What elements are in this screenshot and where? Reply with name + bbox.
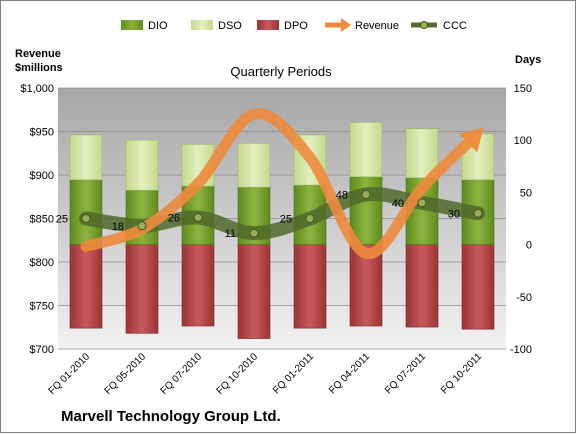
ccc-data-labels: 25 18 26 11 25 48 40 30 (56, 189, 460, 240)
right-tick-label: 0 (526, 240, 532, 252)
bar-dpo (125, 244, 159, 334)
legend: DIO DSO DPO Revenue CCC (121, 18, 467, 32)
ccc-marker (361, 189, 371, 199)
legend-swatch-dso (191, 20, 213, 30)
left-tick-label: $950 (30, 127, 54, 139)
x-tick-label: FQ 01-2011 (271, 351, 316, 396)
legend-swatch-ccc (411, 21, 437, 29)
bar-dso (69, 134, 103, 181)
right-tick-label: -50 (516, 292, 532, 304)
bar-dso (349, 122, 383, 178)
x-axis-ticks: FQ 01-2010 FQ 05-2010 FQ 07-2010 FQ 10-2010… (47, 351, 485, 397)
right-axis-title: Days (515, 54, 541, 66)
x-tick-label: FQ 04-2011 (327, 351, 372, 396)
bar-dso (237, 143, 271, 188)
bar-dpo (181, 244, 215, 327)
left-tick-label: $800 (30, 257, 54, 269)
ccc-data-label: 18 (112, 221, 124, 233)
legend-label-dso: DSO (218, 20, 242, 32)
ccc-data-label: 48 (336, 189, 348, 201)
revenue-arrowhead (458, 127, 484, 153)
legend-label-ccc: CCC (443, 20, 467, 32)
ccc-marker (417, 198, 427, 208)
bar-dso (125, 139, 159, 191)
chart-title: Quarterly Periods (230, 64, 332, 79)
left-tick-label: $750 (30, 301, 54, 313)
left-tick-label: $850 (30, 214, 54, 226)
bar-dpo (405, 244, 439, 328)
left-tick-label: $900 (30, 170, 54, 182)
x-tick-label: FQ 05-2010 (103, 351, 149, 397)
left-tick-label: $700 (30, 344, 54, 356)
company-name: Marvell Technology Group Ltd. (61, 408, 281, 425)
right-axis-ticks: -100 -50 0 50 100 150 (510, 83, 532, 356)
ccc-data-label: 25 (280, 214, 292, 226)
ccc-data-label: 25 (56, 214, 68, 226)
ccc-data-label: 30 (448, 208, 460, 220)
bar-dpo (293, 244, 327, 329)
revenue-line (80, 108, 475, 259)
ccc-marker (81, 214, 91, 223)
ccc-marker (249, 228, 259, 238)
left-tick-label: $1,000 (20, 83, 54, 95)
legend-swatch-dpo (257, 20, 279, 30)
lines (79, 108, 485, 259)
left-axis-ticks: $700 $750 $800 $850 $900 $950 $1,000 (20, 83, 54, 356)
x-tick-label: FQ 10-2011 (439, 351, 484, 396)
left-axis-title-line2: $millions (15, 62, 63, 74)
x-tick-label: FQ 01-2010 (47, 351, 93, 397)
ccc-marker (137, 221, 147, 231)
ccc-data-label: 40 (392, 198, 404, 210)
legend-label-dio: DIO (148, 20, 168, 32)
ccc-marker (305, 214, 315, 223)
bar-dpo (237, 244, 271, 339)
bar-dpo (69, 244, 103, 329)
x-tick-label: FQ 07-2010 (159, 351, 205, 397)
ccc-data-label: 11 (225, 228, 236, 240)
x-tick-label: FQ 07-2011 (383, 351, 428, 396)
right-tick-label: -100 (510, 344, 532, 356)
legend-label-revenue: Revenue (355, 20, 399, 32)
left-axis-title-line1: Revenue (15, 48, 61, 60)
legend-swatch-revenue (325, 18, 351, 32)
ccc-data-label: 26 (168, 212, 180, 224)
right-tick-label: 150 (514, 83, 532, 95)
bar-dpo (461, 244, 495, 330)
x-tick-label: FQ 10-2010 (215, 351, 261, 397)
ccc-marker (193, 212, 203, 222)
legend-label-dpo: DPO (284, 20, 308, 32)
legend-swatch-dio (121, 20, 143, 30)
ccc-marker (473, 208, 483, 218)
right-tick-label: 100 (514, 135, 532, 147)
right-tick-label: 50 (520, 187, 532, 199)
